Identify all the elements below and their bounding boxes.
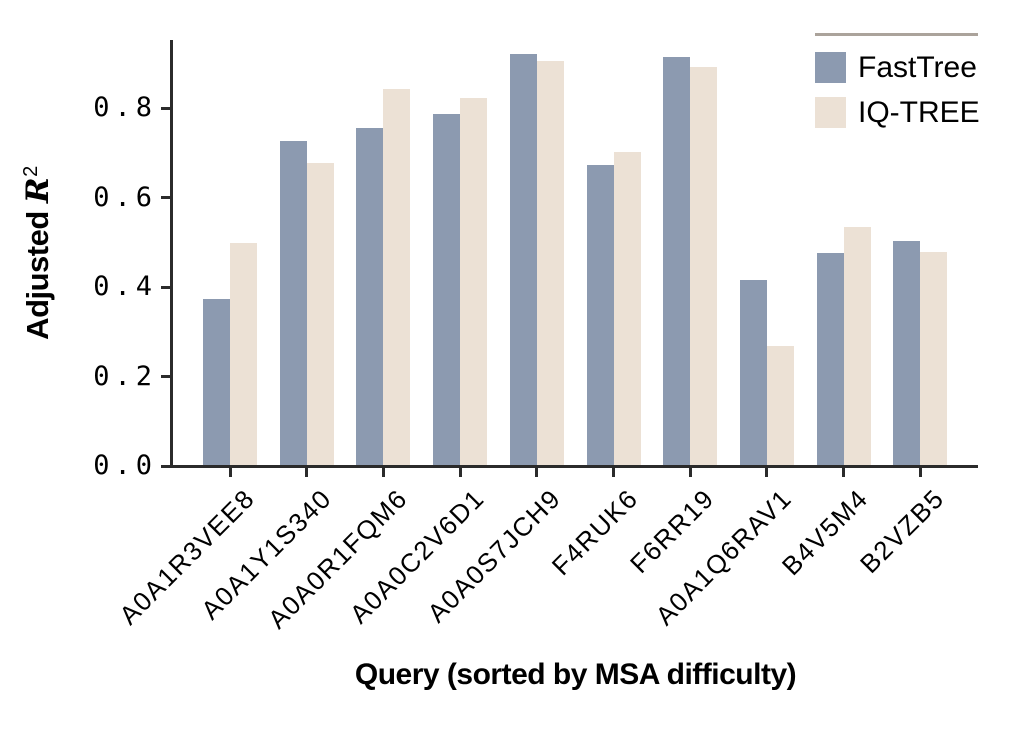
bar-fasttree-F4RUK6 <box>586 165 614 465</box>
legend-label-fasttree: FastTree <box>858 51 977 84</box>
x-tick-label-A0A1R3VEE8: A0A1R3VEE8 <box>112 483 261 631</box>
bar-iq-tree-A0A1Q6RAV1 <box>766 345 794 465</box>
legend-separator-line <box>815 33 978 36</box>
bar-fasttree-A0A0S7JCH9 <box>509 54 537 465</box>
x-tick-label-A0A1Q6RAV1: A0A1Q6RAV1 <box>649 483 798 631</box>
legend-swatch-fasttree <box>815 52 846 83</box>
bar-fasttree-A0A0C2V6D1 <box>433 114 461 465</box>
legend-label-iqtree: IQ-TREE <box>858 96 980 129</box>
x-tick-label-A0A0C2V6D1: A0A0C2V6D1 <box>344 483 491 630</box>
legend: FastTree IQ-TREE <box>815 33 980 142</box>
x-tick-F4RUK6 <box>612 468 615 477</box>
bar-fasttree-B2VZB5 <box>893 240 921 465</box>
bar-fasttree-A0A1Y1S340 <box>279 141 307 465</box>
x-tick-label-A0A0S7JCH9: A0A0S7JCH9 <box>421 483 568 629</box>
bar-iq-tree-A0A0R1FQM6 <box>383 89 411 465</box>
y-tick-0.0 <box>161 464 170 468</box>
legend-entry-fasttree: FastTree <box>815 52 978 83</box>
x-tick-A0A0R1FQM6 <box>381 468 385 477</box>
x-tick-A0A1Q6RAV1 <box>765 468 769 477</box>
y-axis-label-superscript: 2 <box>19 166 42 177</box>
bar-iq-tree-A0A1Y1S340 <box>306 163 334 465</box>
legend-entry-iqtree: IQ-TREE <box>815 96 980 129</box>
bar-iq-tree-A0A0C2V6D1 <box>460 98 488 465</box>
y-tick-label-0.6: 0.6 <box>93 181 157 213</box>
y-tick-label-0.0: 0.0 <box>93 450 157 481</box>
bar-iq-tree-B4V5M4 <box>843 227 871 465</box>
x-tick-F6RR19 <box>688 468 692 477</box>
x-tick-A0A1Y1S340 <box>305 468 309 477</box>
x-tick-A0A0S7JCH9 <box>535 468 539 477</box>
bar-iq-tree-B2VZB5 <box>920 251 948 465</box>
y-tick-0.8 <box>161 106 170 110</box>
y-tick-label-0.2: 0.2 <box>93 360 157 392</box>
x-tick-label-B2VZB5: B2VZB5 <box>854 483 951 580</box>
bar-fasttree-A0A1Q6RAV1 <box>739 280 767 465</box>
bar-fasttree-A0A1R3VEE8 <box>203 298 230 465</box>
x-tick-A0A0C2V6D1 <box>458 468 462 477</box>
x-tick-B4V5M4 <box>842 468 846 477</box>
y-tick-label-0.4: 0.4 <box>93 271 157 302</box>
y-tick-0.6 <box>161 196 170 199</box>
y-axis-spine <box>170 40 173 468</box>
x-tick-A0A1R3VEE8 <box>228 468 232 477</box>
bar-iq-tree-F6RR19 <box>690 66 718 465</box>
x-tick-B2VZB5 <box>918 468 922 477</box>
y-tick-0.2 <box>161 375 170 378</box>
bar-fasttree-F6RR19 <box>663 57 691 465</box>
legend-swatch-iqtree <box>815 97 846 128</box>
bar-fasttree-B4V5M4 <box>816 252 844 465</box>
bar-fasttree-A0A0R1FQM6 <box>356 127 384 465</box>
x-axis-label: Query (sorted by MSA difficulty) <box>354 658 797 691</box>
y-tick-0.4 <box>161 285 170 289</box>
bar-iq-tree-A0A0S7JCH9 <box>536 61 564 465</box>
y-tick-label-0.8: 0.8 <box>93 92 157 124</box>
bar-iq-tree-F4RUK6 <box>613 152 641 465</box>
bar-iq-tree-A0A1R3VEE8 <box>230 242 257 465</box>
x-axis-spine <box>170 465 978 468</box>
